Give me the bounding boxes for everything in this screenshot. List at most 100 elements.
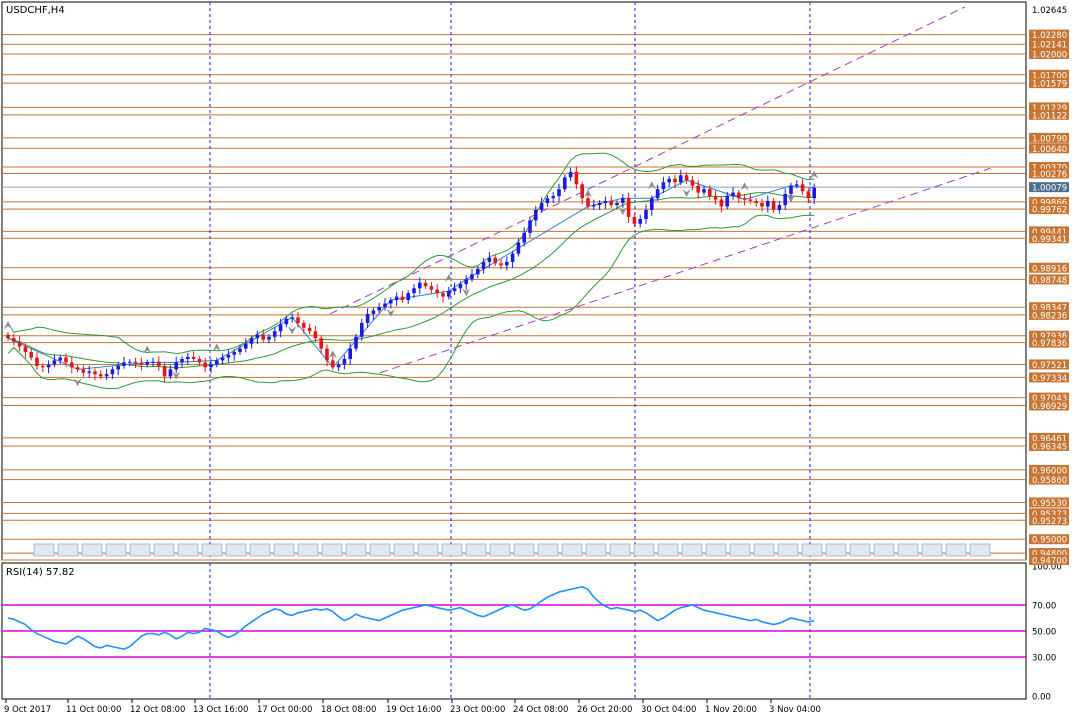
candle-body — [12, 338, 16, 342]
candle — [505, 256, 509, 271]
candle-body — [52, 360, 57, 365]
candle-body — [418, 282, 422, 289]
price-axis-label: 0.95373 — [1032, 510, 1067, 520]
candle-body — [783, 194, 787, 206]
candle — [46, 360, 51, 374]
price-level-tag — [1029, 508, 1069, 519]
candle — [493, 255, 497, 267]
time-axis-label: 17 Oct 00:00 — [257, 705, 312, 715]
candle — [441, 290, 445, 303]
candle — [597, 200, 602, 210]
price-axis-tick: 0.95273 — [1029, 515, 1069, 527]
time-axis-label: 26 Oct 20:00 — [577, 705, 632, 715]
candle-body — [383, 303, 387, 307]
candle-body — [603, 200, 608, 204]
candle-body — [197, 358, 202, 363]
time-marker-tag — [777, 543, 799, 557]
time-marker-tag — [609, 543, 631, 557]
candle — [771, 198, 776, 213]
fractal-up-marker — [143, 345, 152, 354]
price-axis-tick: 1.00640 — [1029, 143, 1069, 155]
fractal-down-marker — [172, 371, 181, 380]
candle — [603, 196, 608, 209]
price-level-tag — [1029, 132, 1069, 143]
candle — [545, 195, 550, 207]
price-level-tag — [1029, 29, 1069, 40]
candle-body — [278, 324, 283, 332]
candle-body — [180, 358, 184, 363]
price-axis-tick: 0.95000 — [1029, 534, 1069, 546]
candle — [162, 363, 167, 383]
candle-body — [99, 374, 103, 377]
price-axis-label: 1.02000 — [1032, 50, 1067, 60]
candle-body — [406, 293, 410, 301]
candle — [145, 359, 149, 368]
candle — [348, 343, 352, 365]
candle — [551, 191, 555, 204]
candle-body — [586, 198, 590, 207]
candle-body — [789, 185, 793, 195]
candle — [12, 334, 16, 346]
time-marker-tag — [657, 543, 679, 557]
price-level-tag — [1029, 109, 1069, 120]
time-marker-tag — [897, 543, 919, 557]
candle-body — [58, 357, 62, 361]
candle-body — [104, 374, 109, 377]
time-marker-tag — [369, 543, 391, 557]
candle — [470, 268, 474, 283]
candle — [609, 195, 613, 208]
candle-body — [760, 203, 764, 207]
candle — [180, 356, 184, 368]
price-axis-label: 0.96461 — [1032, 434, 1067, 444]
time-marker-tag — [129, 543, 151, 557]
fractal-up-marker — [328, 350, 337, 359]
candle-body — [621, 198, 625, 204]
candle-body — [394, 296, 399, 301]
price-axis-tick: 0.97936 — [1029, 330, 1069, 342]
candle-body — [812, 187, 816, 199]
time-marker-tag — [393, 543, 415, 557]
time-marker-tag — [441, 543, 463, 557]
candle — [516, 238, 521, 257]
candle — [360, 318, 364, 341]
price-axis-label: 0.94800 — [1032, 550, 1067, 560]
price-axis-label: 0.97836 — [1032, 339, 1067, 349]
time-marker-tag — [201, 543, 223, 557]
candle-body — [667, 178, 671, 183]
candle-body — [110, 369, 115, 375]
candle-body — [232, 352, 236, 355]
price-level-tag — [1029, 196, 1069, 207]
candle-body — [371, 310, 376, 314]
candle-body — [742, 198, 747, 200]
candle-body — [17, 341, 22, 347]
candle — [742, 194, 747, 206]
fractal-down-marker — [386, 309, 395, 318]
fractal-down-marker — [288, 326, 297, 335]
current-price-label: 1.00079 — [1032, 184, 1067, 194]
price-axis-tick: 0.94700 — [1029, 555, 1069, 567]
price-axis-tick: 1.00790 — [1029, 132, 1069, 144]
candle-body — [87, 371, 91, 373]
price-axis-label: 0.97936 — [1032, 332, 1067, 342]
price-axis-label: 0.99341 — [1032, 235, 1067, 245]
candle-body — [64, 357, 68, 363]
candle-body — [609, 200, 613, 206]
time-marker-tag — [729, 543, 751, 557]
price-axis-tick: 0.97836 — [1029, 337, 1069, 349]
candle-body — [673, 178, 677, 183]
price-axis-label: 0.98748 — [1032, 276, 1067, 286]
rsi-axis-label: 30.00 — [1032, 654, 1056, 664]
candle-body — [737, 192, 741, 199]
time-marker-tag — [465, 543, 487, 557]
price-axis-tick: 0.99866 — [1029, 196, 1069, 208]
candle — [87, 365, 91, 378]
candle — [679, 169, 683, 185]
price-axis-tick: 1.01700 — [1029, 69, 1069, 81]
candle — [400, 291, 405, 303]
candle — [789, 182, 793, 200]
time-marker-tag — [801, 543, 823, 557]
candle-body — [191, 356, 196, 359]
candle-body — [493, 257, 497, 264]
candle — [319, 335, 323, 354]
